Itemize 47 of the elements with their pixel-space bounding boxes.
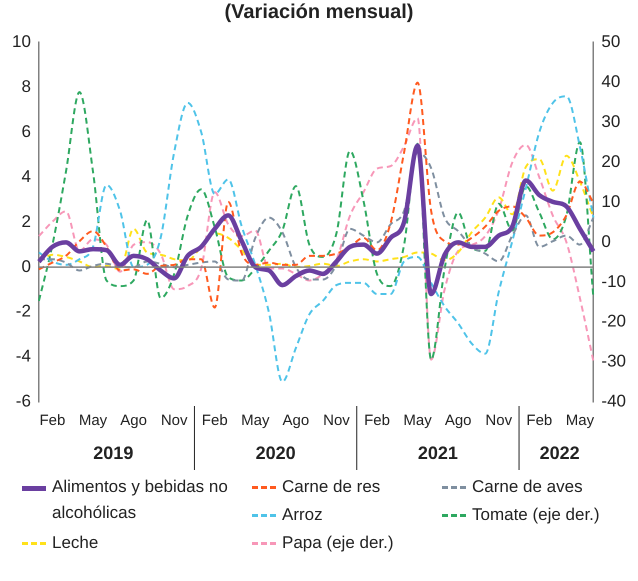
x-tick-label: May	[78, 412, 108, 430]
x-tick-label: May	[566, 412, 595, 430]
y2-tick-label: 20	[601, 152, 620, 171]
x-tick-label: Feb	[364, 412, 390, 430]
legend-label: Carne de aves	[472, 476, 583, 498]
y2-tick-label: -40	[601, 392, 626, 411]
line-series	[36, 143, 596, 296]
text: 2020	[256, 442, 296, 463]
legend-label: Tomate (eje der.)	[472, 504, 600, 526]
legend-label: Arroz	[282, 504, 323, 526]
y-tick-label: 2	[21, 212, 31, 231]
y-tick-label: 4	[21, 166, 31, 186]
y-tick-label: -6	[16, 392, 31, 411]
x-tick-label: Nov	[323, 412, 350, 430]
text: 2019	[93, 442, 134, 463]
text: 2021	[418, 442, 458, 463]
y2-tick-label: -20	[601, 312, 626, 331]
x-tick-label: Feb	[202, 412, 228, 430]
x-tick-label: Nov	[160, 412, 188, 430]
x-tick-label: Nov	[485, 412, 513, 430]
legend-label: Carne de res	[282, 476, 380, 498]
y2-tick-label: 30	[601, 112, 620, 131]
legend-label: Leche	[52, 532, 98, 554]
y-tick-label: 10	[12, 32, 31, 51]
x-tick-label: Ago	[120, 412, 147, 430]
y-tick-label: -2	[16, 302, 31, 321]
y-tick-label: 8	[21, 76, 31, 96]
x-tick-label: Ago	[444, 412, 472, 430]
text: 2022	[540, 442, 580, 463]
y-tick-label: 0	[21, 256, 31, 276]
y2-tick-label: 40	[601, 72, 620, 91]
x-tick-label: May	[241, 412, 270, 430]
x-tick-label: Ago	[282, 412, 310, 430]
y-tick-label: 6	[21, 122, 31, 141]
chart-title: (Variación mensual)	[224, 0, 414, 24]
x-tick-label: Feb	[526, 412, 552, 430]
x-tick-label: Feb	[40, 412, 66, 430]
line-series	[38, 82, 594, 309]
y2-tick-label: -30	[601, 352, 626, 371]
y2-tick-label: 0	[601, 232, 611, 251]
y2-tick-label: 10	[601, 192, 620, 211]
x-tick-label: May	[403, 412, 432, 430]
y2-tick-label: -10	[601, 272, 626, 291]
legend-label: Papa (eje der.)	[282, 532, 394, 554]
y2-tick-label: 50	[601, 32, 620, 51]
y-tick-label: -4	[16, 346, 31, 366]
legend-label: Alimentos y bebidas no alcohólicas	[52, 476, 229, 524]
